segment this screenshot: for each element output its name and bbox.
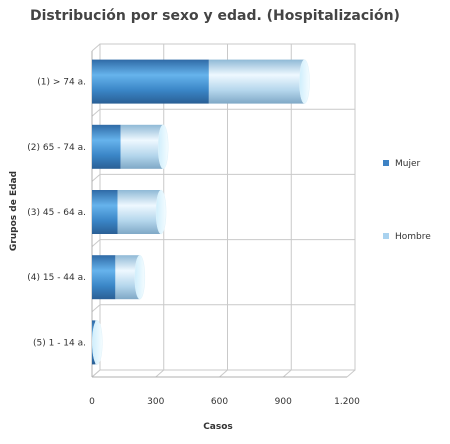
bar-end-cap-2 (157, 124, 169, 170)
bar-hombre-1 (208, 59, 305, 104)
y-tick-label: (2) 65 - 74 a. (27, 143, 86, 153)
legend-label-hombre: Hombre (395, 232, 431, 242)
x-tick-label: 600 (211, 397, 228, 407)
x-tick-label: 900 (275, 397, 292, 407)
bar-mujer-4 (92, 255, 116, 300)
x-tick-label: 1.200 (334, 397, 360, 407)
legend-label-mujer: Mujer (395, 159, 421, 169)
y-tick-label: (4) 15 - 44 a. (27, 273, 86, 283)
grid-line-side (91, 43, 101, 52)
grid-line-floor (346, 369, 356, 378)
y-tick-label: (1) > 74 a. (37, 78, 86, 88)
bar-end-cap-5 (92, 320, 103, 365)
bar-mujer-3 (92, 190, 118, 234)
legend-swatch-mujer (383, 160, 389, 166)
bar-mujer-1 (92, 59, 209, 104)
tick-labels: (1) > 74 a. (2) 65 - 74 a. (3) 45 - 64 a. (… (27, 78, 360, 407)
bar-end-cap-3 (155, 189, 167, 235)
grid-line-floor (282, 369, 292, 378)
grid-line-side (91, 108, 101, 117)
chart-title: Distribución por sexo y edad. (Hospitali… (30, 8, 400, 24)
bar-end-cap-4 (134, 254, 146, 300)
y-tick-label: (3) 45 - 64 a. (27, 208, 86, 218)
grid-line-side (91, 174, 101, 182)
bar-hombre-2 (120, 124, 164, 169)
y-axis-label: Grupos de Edad (9, 171, 19, 251)
grid-line-floor (219, 369, 228, 378)
x-axis-label: Casos (203, 422, 233, 432)
bar-end-cap-1 (299, 59, 310, 104)
legend: Mujer Hombre (383, 159, 431, 242)
bar-mujer-2 (92, 124, 121, 169)
grid-line-side (91, 239, 101, 247)
x-tick-label: 0 (89, 397, 95, 407)
legend-swatch-hombre (383, 233, 389, 239)
grid-line-side (91, 369, 101, 378)
y-tick-label: (5) 1 - 14 a. (33, 338, 86, 348)
bar-hombre-3 (117, 190, 162, 234)
grid-line-floor (155, 369, 165, 378)
x-tick-label: 300 (147, 397, 164, 407)
grid-line-side (91, 304, 101, 313)
bars (92, 59, 310, 365)
